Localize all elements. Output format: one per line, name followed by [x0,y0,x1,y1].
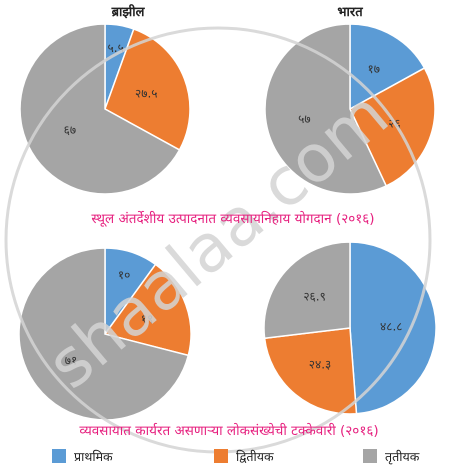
brazil-employment-slice-tertiary [18,247,190,421]
brazil-employment-label-primary: १० [118,268,130,282]
india-gdp-title: भारत [337,5,363,20]
gdp-caption: स्थूल अंतर्देशीय उत्पादनात व्यवसायनिहाय … [91,210,374,227]
india-gdp-slice-tertiary [264,23,388,195]
india-employment-label-primary: ४८.८ [380,319,403,333]
legend-item-tertiary: तृतीयक [363,449,420,465]
brazil-gdp-slice-secondary [104,28,191,151]
brazil-gdp-slice-tertiary [19,23,181,195]
india-gdp-slice-primary [349,23,426,111]
india-employment-label-secondary: २४.३ [309,358,332,372]
legend-item-secondary: द्वितीयक [214,449,274,464]
employment-caption: व्यवसायात कार्यरत असणाऱ्या लोकसंख्येची ट… [79,422,378,439]
brazil-employment-pie: १० १९ ७१ [18,247,192,421]
legend-label-tertiary: तृतीयक [385,449,420,465]
legend-swatch-primary [52,449,66,463]
brazil-employment-label-tertiary: ७१ [65,353,77,367]
legend-swatch-tertiary [363,449,377,463]
india-gdp-label-tertiary: ५७ [298,112,310,126]
legend-swatch-secondary [214,449,228,463]
india-gdp-label-primary: १७ [368,62,380,76]
legend: प्राथमिक द्वितीयक तृतीयक [52,449,420,465]
india-employment-slice-primary [349,241,437,415]
india-employment-label-tertiary: २६.९ [303,290,326,304]
india-employment-slice-secondary [263,327,358,415]
pie-charts: ५.५२७.५६७ब्राझील१७२६५७भारत१०१९७१४८.८२४.३… [18,4,437,421]
brazil-employment-slice-secondary [103,263,192,357]
legend-item-primary: प्राथमिक [52,449,113,464]
brazil-gdp-title: ब्राझील [111,4,146,20]
brazil-gdp-label-tertiary: ६७ [64,123,76,137]
india-employment-pie: ४८.८ २४.३ २६.९ [263,241,437,415]
legend-label-secondary: द्वितीयक [236,449,274,464]
brazil-gdp-label-secondary: २७.५ [135,86,158,100]
legend-label-primary: प्राथमिक [74,449,113,464]
brazil-employment-label-secondary: १९ [141,312,153,326]
india-employment-slice-tertiary [263,241,351,340]
